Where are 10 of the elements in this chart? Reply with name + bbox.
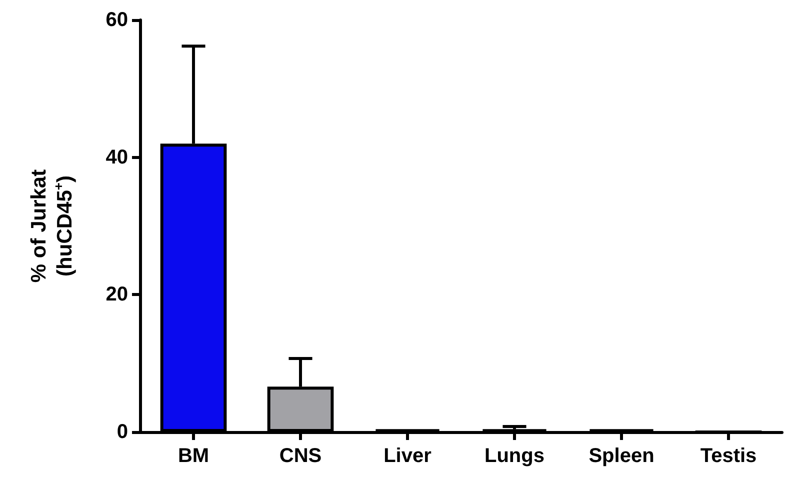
- x-tick-label: Testis: [700, 445, 757, 467]
- y-tick-label: 0: [116, 421, 128, 443]
- x-tick-label: Liver: [384, 445, 432, 467]
- y-tick-label: 20: [106, 284, 128, 306]
- x-tick-label: Spleen: [588, 445, 654, 467]
- x-tick-label: Lungs: [484, 445, 544, 467]
- x-tick-label: CNS: [279, 445, 322, 467]
- x-tick-label: BM: [178, 445, 210, 467]
- y-tick-label: 40: [106, 146, 128, 168]
- y-tick-label: 60: [106, 9, 128, 31]
